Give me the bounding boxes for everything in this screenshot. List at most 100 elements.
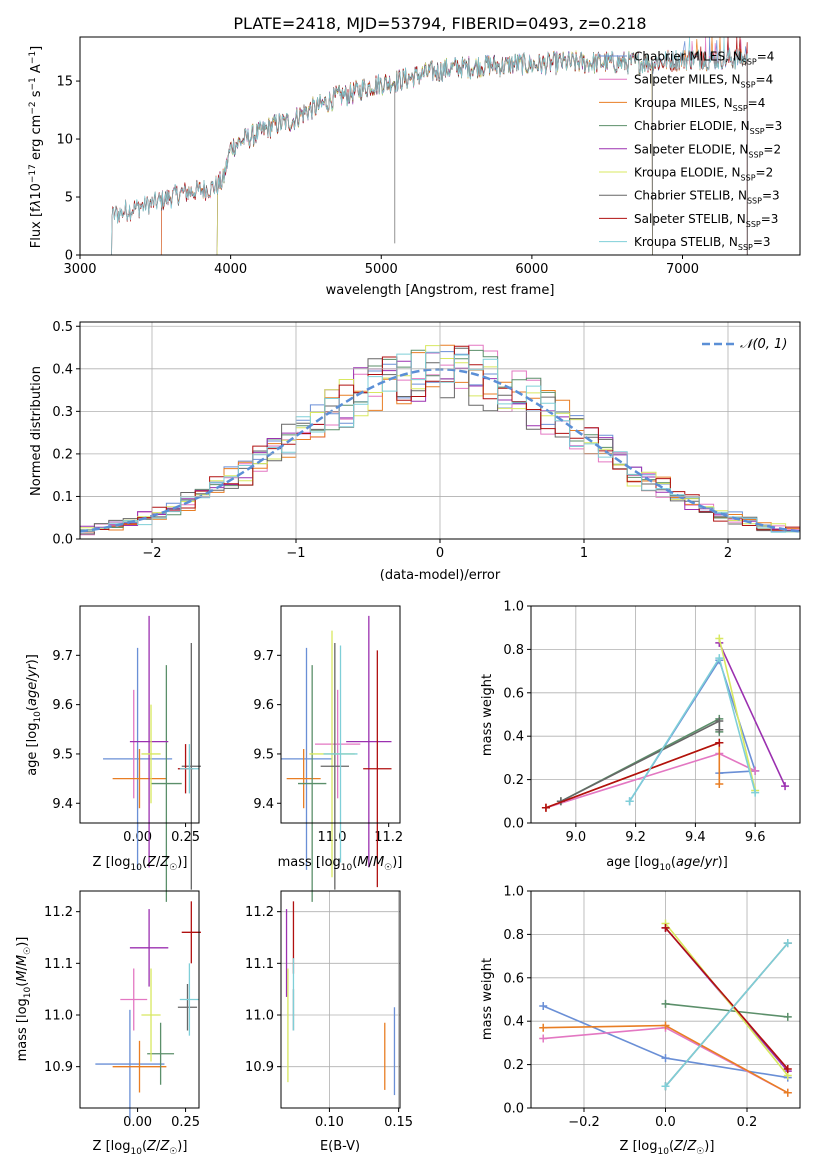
legend-label: Kroupa ELODIE, NSSP=2 bbox=[634, 166, 773, 183]
mass-z-xlabel: Z [log10(Z/Z☉)] bbox=[93, 1139, 188, 1157]
legend-subscript: SSP bbox=[748, 150, 763, 159]
legend-label: Salpeter ELODIE, NSSP=2 bbox=[634, 142, 781, 159]
age-mass-ytick-label: 9.4 bbox=[253, 797, 274, 812]
legend-value: =2 bbox=[756, 166, 774, 180]
age-z-ylabel: age [log10(age/yr)] bbox=[25, 654, 43, 776]
spectrum-ytick-label: 5 bbox=[65, 191, 73, 206]
weight-age-marker bbox=[715, 779, 724, 788]
weight-age-frame bbox=[530, 605, 801, 824]
weight-z-marker bbox=[539, 1002, 548, 1011]
legend-subscript: SSP bbox=[738, 243, 753, 252]
mass-ebv-frame bbox=[280, 890, 401, 1109]
legend-subscript: SSP bbox=[747, 197, 762, 206]
age-mass-panel: 11.0 11.29.49.59.69.7 mass [log10(M/M☉)] bbox=[253, 605, 403, 902]
residual-ytick-label: 0.4 bbox=[52, 362, 73, 377]
weight-age-marker bbox=[625, 797, 634, 806]
weight-age-xtick-label: 9.0 bbox=[565, 830, 586, 845]
spectrum-ylabel: Flux [fλ10−17 erg cm−2 s−1 A−1] bbox=[28, 46, 44, 248]
legend-label: Kroupa MILES, NSSP=4 bbox=[634, 96, 765, 113]
mass-ebv-ytick-label: 11.0 bbox=[245, 1009, 274, 1024]
residual-xtick-label: −2 bbox=[142, 546, 161, 561]
mass-ebv-ytick-label: 10.9 bbox=[245, 1060, 274, 1075]
weight-age-ytick-label: 0.4 bbox=[503, 730, 524, 745]
mass-ebv-panel: 0.10 0.15 10.9 11.0 11.1 11.2 E(B-V) bbox=[245, 890, 413, 1154]
spectrum-legend: Chabrier MILES, NSSP=4 Salpeter MILES, NS… bbox=[599, 50, 782, 252]
weight-age-marker bbox=[781, 782, 790, 791]
residual-xlabel: (data-model)/error bbox=[380, 568, 501, 583]
mass-ebv-ytick-label: 11.1 bbox=[245, 957, 274, 972]
age-mass-ytick-label: 9.6 bbox=[253, 698, 274, 713]
age-z-panel: 0.00 0.259.49.59.69.7 Z [log10(Z/Z☉)] age… bbox=[25, 605, 201, 902]
weight-age-marker bbox=[541, 803, 550, 812]
weight-age-panel: 9.0 9.2 9.4 9.6 0.0 0.2 0.4 0.6 0.8 1.0 age [log1… bbox=[480, 600, 801, 873]
spectrum-xtick-label: 7000 bbox=[666, 262, 699, 277]
legend-value: =3 bbox=[753, 235, 771, 249]
weight-z-marker bbox=[661, 999, 670, 1008]
residual-xtick-label: 0 bbox=[436, 546, 444, 561]
legend-subscript: SSP bbox=[742, 58, 757, 67]
residual-ytick-label: 0.1 bbox=[52, 490, 73, 505]
legend-label: Kroupa STELIB, NSSP=3 bbox=[634, 235, 771, 252]
residual-ylabel: Normed distribution bbox=[29, 366, 44, 496]
weight-z-marker bbox=[783, 1012, 792, 1021]
mass-z-ylabel: mass [log10(M/M☉)] bbox=[15, 937, 33, 1062]
legend-subscript: SSP bbox=[741, 81, 756, 90]
legend-value: =4 bbox=[757, 50, 775, 64]
mass-z-ytick-label: 11.2 bbox=[44, 905, 73, 920]
weight-age-marker bbox=[715, 738, 724, 747]
age-z-ytick-label: 9.5 bbox=[52, 747, 73, 762]
legend-value: =2 bbox=[763, 142, 781, 156]
weight-z-ytick-label: 1.0 bbox=[503, 885, 524, 900]
weight-z-marker bbox=[661, 1082, 670, 1091]
mass-ebv-xlabel: E(B-V) bbox=[320, 1139, 360, 1154]
residual-ytick-label: 0.5 bbox=[52, 320, 73, 335]
weight-age-ytick-label: 0.2 bbox=[503, 773, 524, 788]
residual-ytick-label: 0.0 bbox=[52, 533, 73, 548]
age-z-ytick-label: 9.6 bbox=[52, 698, 73, 713]
weight-z-ytick-label: 0.6 bbox=[503, 971, 524, 986]
weight-age-series-line bbox=[545, 741, 720, 809]
legend-value: =3 bbox=[762, 189, 780, 203]
legend-subscript: SSP bbox=[746, 220, 761, 229]
weight-z-marker bbox=[661, 1054, 670, 1063]
weight-z-ytick-label: 0.8 bbox=[503, 928, 524, 943]
weight-z-marker bbox=[783, 1088, 792, 1097]
spectrum-xtick-label: 4000 bbox=[214, 262, 247, 277]
weight-z-ytick-label: 0.0 bbox=[503, 1102, 524, 1117]
age-z-ytick-label: 9.7 bbox=[52, 649, 73, 664]
weight-age-ytick-label: 0.8 bbox=[503, 643, 524, 658]
weight-z-marker bbox=[783, 939, 792, 948]
age-mass-frame bbox=[280, 605, 401, 824]
weight-age-marker bbox=[751, 766, 760, 775]
legend-label: Chabrier MILES, NSSP=4 bbox=[634, 50, 774, 67]
residual-axes: −2 −1 0 1 2 0.0 0.1 0.2 0.3 0.4 0.5 bbox=[52, 320, 801, 561]
weight-z-panel: −0.2 0.0 0.2 0.0 0.2 0.4 0.6 0.8 1.0 Z [log10(Z/… bbox=[480, 885, 801, 1157]
legend-label: Chabrier ELODIE, NSSP=3 bbox=[634, 119, 782, 136]
age-mass-plot-area: 11.0 11.29.49.59.69.7 bbox=[253, 605, 403, 902]
legend-subscript: SSP bbox=[733, 104, 748, 113]
mass-z-panel: 0.00 0.25 10.9 11.0 11.1 11.2 Z [log10(Z/Z☉)]… bbox=[15, 890, 201, 1157]
mass-z-xtick-label: 0.00 bbox=[123, 1115, 152, 1130]
spectrum-frame bbox=[79, 36, 801, 256]
weight-z-frame bbox=[530, 890, 801, 1109]
age-z-plot-area: 0.00 0.259.49.59.69.7 bbox=[52, 605, 201, 902]
weight-z-xtick-label: 0.0 bbox=[655, 1115, 676, 1130]
mass-z-ytick-label: 11.1 bbox=[44, 957, 73, 972]
spectrum-xtick-label: 6000 bbox=[515, 262, 548, 277]
weight-age-ytick-label: 0.0 bbox=[503, 817, 524, 832]
weight-age-xtick-label: 9.6 bbox=[745, 830, 766, 845]
mass-ebv-ytick-label: 11.2 bbox=[245, 905, 274, 920]
weight-z-xtick-label: 0.2 bbox=[737, 1115, 758, 1130]
mass-z-plot-area: 0.00 0.25 10.9 11.0 11.1 11.2 bbox=[44, 890, 201, 1130]
spectrum-xtick-label: 3000 bbox=[63, 262, 96, 277]
residual-xtick-label: 2 bbox=[724, 546, 732, 561]
weight-z-marker bbox=[539, 1023, 548, 1032]
age-z-xlabel: Z [log10(Z/Z☉)] bbox=[93, 855, 188, 873]
spectrum-ytick-label: 10 bbox=[56, 133, 73, 148]
weight-age-marker bbox=[715, 725, 724, 734]
age-z-ytick-label: 9.4 bbox=[52, 797, 73, 812]
weight-z-marker bbox=[661, 1021, 670, 1030]
weight-age-ytick-label: 0.6 bbox=[503, 686, 524, 701]
weight-z-series-line bbox=[664, 927, 789, 1070]
residual-ytick-label: 0.3 bbox=[52, 405, 73, 420]
